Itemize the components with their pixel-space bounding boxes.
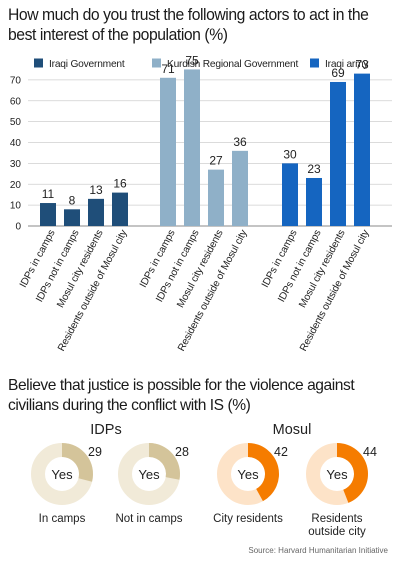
bar [112, 192, 128, 226]
legend-swatch [34, 58, 43, 68]
donut-item-label: City residents [213, 513, 283, 525]
donut-item-label: Not in camps [115, 513, 182, 525]
bar [160, 77, 176, 226]
donut-group-title: Mosul [273, 422, 312, 438]
y-tick-label: 0 [15, 222, 21, 233]
bar [282, 163, 298, 226]
donut-slice [337, 443, 368, 503]
bar [208, 169, 224, 226]
donut-slice [62, 443, 93, 482]
bar [330, 81, 346, 227]
source-note: Source: Harvard Humanitarian Initiative [248, 546, 388, 555]
bar-value-label: 30 [283, 147, 297, 161]
donut-value-label: 29 [88, 445, 102, 459]
donut-value-label: 44 [363, 445, 377, 459]
bar-value-label: 36 [233, 135, 247, 149]
donut-value-label: 28 [175, 445, 189, 459]
bar [88, 198, 104, 226]
bar-chart-title: How much do you trust the following acto… [8, 6, 369, 44]
y-tick-label: 30 [10, 159, 22, 170]
bar [64, 209, 80, 226]
bar-value-label: 69 [331, 66, 345, 80]
donut-slice [248, 443, 279, 502]
bar-value-label: 8 [69, 193, 76, 207]
donut-center-label: Yes [138, 467, 160, 482]
y-tick-label: 20 [10, 180, 22, 191]
legend-swatch [152, 58, 161, 68]
bar [40, 203, 56, 226]
bar [354, 73, 370, 226]
bar-value-label: 71 [161, 62, 175, 76]
donut-value-label: 42 [274, 445, 288, 459]
legend-swatch [310, 58, 319, 68]
y-tick-label: 60 [10, 96, 22, 107]
legend-label: Iraqi army [325, 59, 369, 70]
donut-slice [149, 443, 180, 480]
legend-label: Iraqi Government [49, 59, 125, 70]
bar [306, 177, 322, 226]
donut-chart-title: Believe that justice is possible for the… [8, 377, 355, 414]
legend-label: Kurdish Regional Government [167, 59, 298, 70]
bar-value-label: 75 [185, 53, 199, 67]
donut-center-label: Yes [51, 467, 73, 482]
bar-value-label: 27 [209, 154, 223, 168]
y-tick-label: 40 [10, 138, 22, 149]
bar-value-label: 16 [113, 177, 127, 191]
bar-value-label: 73 [355, 58, 369, 72]
donut-center-label: Yes [326, 467, 348, 482]
bar-value-label: 23 [307, 162, 321, 176]
y-tick-label: 10 [10, 201, 22, 212]
bar [184, 69, 200, 226]
donut-center-label: Yes [237, 467, 259, 482]
bar-value-label: 11 [42, 187, 55, 201]
donut-item-label: In camps [39, 513, 86, 525]
y-tick-label: 70 [10, 75, 22, 86]
bar-value-label: 13 [89, 183, 103, 197]
y-tick-label: 50 [10, 117, 22, 128]
donut-group-title: IDPs [90, 422, 121, 438]
donut-item-label: Residents outside city [308, 513, 366, 538]
bar [232, 150, 248, 226]
